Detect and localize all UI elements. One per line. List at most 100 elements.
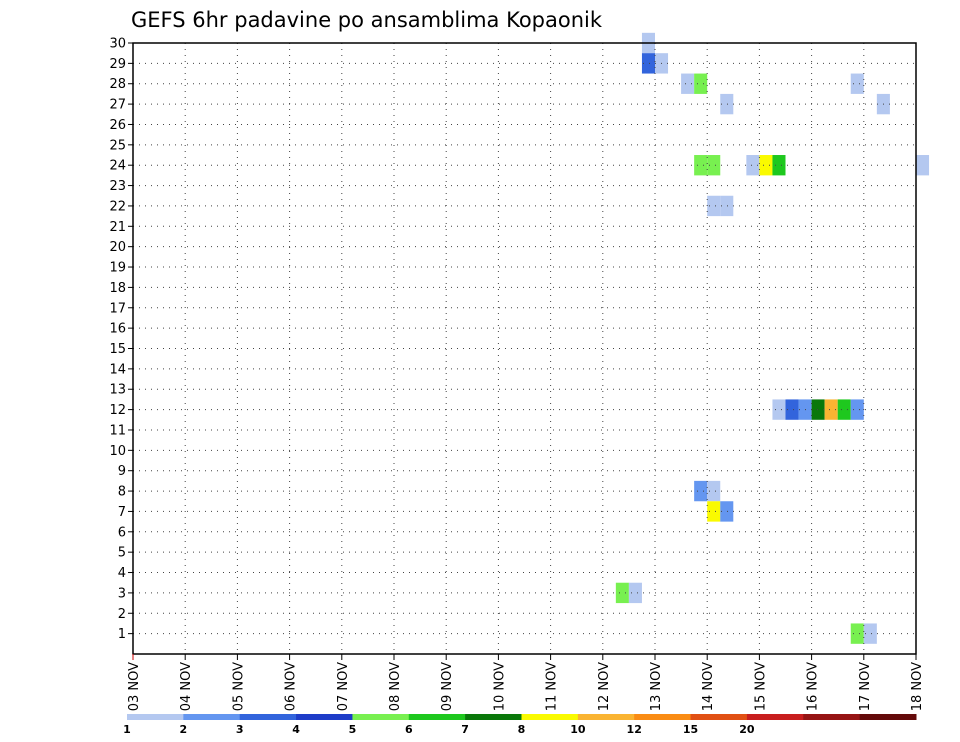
precip-cell bbox=[824, 399, 838, 420]
x-tick-label: 09 NOV bbox=[440, 662, 455, 711]
colorbar-swatch bbox=[352, 714, 410, 720]
x-tick-label: 16 NOV bbox=[806, 662, 821, 711]
x-tick-label: 03 NOV bbox=[127, 662, 142, 711]
colorbar-tick-label: 20 bbox=[739, 723, 755, 736]
x-tick-label: 11 NOV bbox=[545, 662, 560, 711]
colorbar-swatch bbox=[183, 714, 241, 720]
precip-cell bbox=[863, 623, 877, 644]
colorbar-tick-label: 10 bbox=[570, 723, 586, 736]
colorbar-tick-label: 7 bbox=[461, 723, 469, 736]
precip-cell bbox=[707, 155, 721, 176]
colorbar-tick-label: 12 bbox=[627, 723, 642, 736]
colorbar-swatch bbox=[803, 714, 861, 720]
precip-cell bbox=[641, 53, 655, 74]
precip-cell bbox=[811, 399, 825, 420]
precip-cell bbox=[694, 73, 708, 94]
y-tick-label: 12 bbox=[109, 403, 126, 418]
precip-cell bbox=[628, 582, 642, 604]
y-tick-label: 30 bbox=[109, 37, 126, 52]
colorbar-tick-label: 5 bbox=[349, 723, 357, 736]
colorbar-legend: 1 2 3 4 5 6 7 8 10 12 15 20 bbox=[123, 714, 917, 736]
colorbar-tick-label: 2 bbox=[180, 723, 188, 736]
colorbar-tick-label: 4 bbox=[292, 723, 300, 736]
y-tick-label: 1 bbox=[118, 627, 126, 642]
y-tick-label: 14 bbox=[109, 362, 126, 377]
precip-cell bbox=[759, 155, 773, 176]
colorbar-swatch bbox=[690, 714, 748, 720]
colorbar-swatch bbox=[577, 714, 635, 720]
precip-cell bbox=[707, 501, 721, 522]
precip-cell bbox=[772, 155, 786, 176]
y-tick-label: 19 bbox=[109, 261, 126, 276]
precip-cell bbox=[720, 501, 734, 522]
x-tick-label: 13 NOV bbox=[649, 662, 664, 711]
y-tick-label: 24 bbox=[109, 159, 126, 174]
x-tick-label: 15 NOV bbox=[753, 662, 768, 711]
x-tick-label: 04 NOV bbox=[179, 662, 194, 711]
y-tick-label: 20 bbox=[109, 240, 126, 255]
precip-cell bbox=[916, 155, 930, 176]
colorbar-swatch bbox=[859, 714, 917, 720]
precip-cell bbox=[785, 399, 799, 420]
colorbar-tick-label: 8 bbox=[518, 723, 526, 736]
y-tick-label: 9 bbox=[118, 464, 126, 479]
x-tick-label: 07 NOV bbox=[336, 662, 351, 711]
y-tick-label: 3 bbox=[118, 586, 126, 601]
x-axis: 03 NOV 04 NOV 05 NOV 06 NOV 07 NOV 08 NOV 09 N… bbox=[127, 654, 925, 711]
y-tick-label: 27 bbox=[109, 98, 126, 113]
precip-cell bbox=[746, 155, 760, 176]
colorbar-tick-label: 3 bbox=[236, 723, 244, 736]
y-tick-label: 5 bbox=[118, 546, 126, 561]
y-tick-label: 21 bbox=[109, 220, 126, 235]
y-tick-label: 18 bbox=[109, 281, 126, 296]
precip-cell bbox=[850, 73, 864, 94]
precip-cell bbox=[720, 93, 734, 115]
precip-cell bbox=[720, 195, 734, 217]
colorbar-swatch bbox=[127, 714, 184, 720]
chart-title: GEFS 6hr padavine po ansamblima Kopaonik bbox=[131, 8, 603, 32]
precip-cell bbox=[850, 623, 864, 644]
y-tick-label: 4 bbox=[118, 566, 126, 581]
precipitation-cells bbox=[615, 32, 930, 644]
precip-cell bbox=[837, 399, 851, 420]
colorbar-swatch bbox=[408, 714, 466, 720]
colorbar-swatch bbox=[634, 714, 692, 720]
colorbar-swatch bbox=[239, 714, 297, 720]
y-tick-label: 8 bbox=[118, 485, 126, 500]
y-tick-label: 28 bbox=[109, 77, 126, 92]
y-axis: 1234567891011121314151617181920212223242… bbox=[109, 37, 133, 642]
precip-cell bbox=[615, 582, 629, 604]
y-tick-label: 7 bbox=[118, 505, 126, 520]
x-tick-label: 17 NOV bbox=[858, 662, 873, 711]
y-tick-label: 15 bbox=[109, 342, 126, 357]
y-tick-label: 22 bbox=[109, 199, 126, 214]
x-tick-label: 06 NOV bbox=[284, 662, 299, 711]
colorbar-swatch bbox=[746, 714, 804, 720]
y-tick-label: 26 bbox=[109, 118, 126, 133]
precip-cell bbox=[850, 399, 864, 420]
plot-frame bbox=[132, 42, 917, 655]
colorbar-tick-label: 6 bbox=[405, 723, 413, 736]
precip-cell bbox=[681, 73, 695, 94]
x-tick-label: 18 NOV bbox=[910, 662, 925, 711]
precip-cell bbox=[694, 480, 708, 502]
colorbar-tick-label: 1 bbox=[123, 723, 131, 736]
y-tick-label: 17 bbox=[109, 301, 126, 316]
y-tick-label: 6 bbox=[118, 525, 126, 540]
precip-cell bbox=[707, 195, 721, 217]
precip-cell bbox=[707, 480, 721, 502]
colorbar-swatch bbox=[296, 714, 353, 720]
x-tick-label: 14 NOV bbox=[701, 662, 716, 711]
colorbar-swatch bbox=[521, 714, 579, 720]
y-tick-label: 11 bbox=[109, 423, 126, 438]
x-tick-label: 12 NOV bbox=[597, 662, 612, 711]
colorbar-tick-label: 15 bbox=[683, 723, 698, 736]
y-tick-label: 23 bbox=[109, 179, 126, 194]
colorbar-swatch bbox=[465, 714, 522, 720]
y-tick-label: 13 bbox=[109, 383, 126, 398]
y-tick-label: 25 bbox=[109, 138, 126, 153]
y-tick-label: 16 bbox=[109, 322, 126, 337]
y-tick-label: 10 bbox=[109, 444, 126, 459]
precip-cell bbox=[694, 155, 708, 176]
